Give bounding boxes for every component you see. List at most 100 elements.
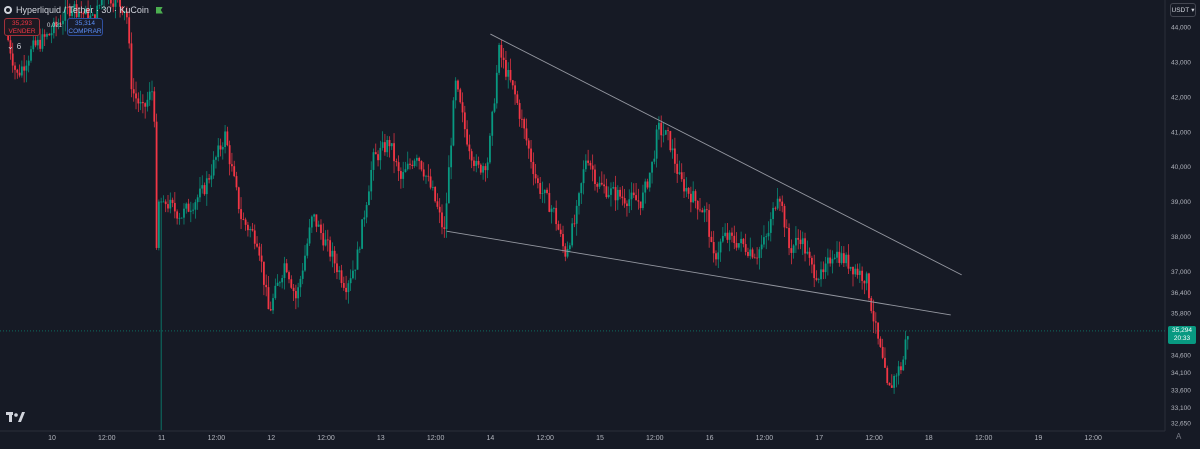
candle-up xyxy=(57,18,60,30)
candle-down xyxy=(564,243,567,262)
candle-up xyxy=(817,277,820,284)
candle-up xyxy=(566,241,569,259)
indicators-collapse-button[interactable]: ⌄ 6 xyxy=(7,42,21,51)
candle-up xyxy=(205,171,208,206)
candle-down xyxy=(397,155,400,181)
candle-down xyxy=(285,258,288,274)
candle-up xyxy=(160,197,163,431)
candle-up xyxy=(123,10,126,21)
candle-down xyxy=(559,223,562,237)
candle-up xyxy=(737,243,740,250)
candle-up xyxy=(642,184,644,211)
candle-up xyxy=(98,4,101,10)
candle-down xyxy=(468,134,471,160)
candle-up xyxy=(671,139,674,159)
candle-up xyxy=(765,233,768,250)
candle-up xyxy=(858,263,861,284)
candle-up xyxy=(27,55,30,73)
candle-up xyxy=(893,374,895,394)
trendline-lower[interactable] xyxy=(446,230,951,316)
candle-up xyxy=(46,32,48,40)
trade-buttons: 35,293 VENDER 0.021 35,314 COMPRAR xyxy=(4,18,103,36)
candle-up xyxy=(139,90,142,111)
trendline-upper[interactable] xyxy=(490,33,962,276)
x-tick-label: 10 xyxy=(48,435,56,442)
candle-down xyxy=(635,183,637,201)
candle-down xyxy=(781,195,784,213)
x-tick-label: 12:00 xyxy=(317,435,335,442)
candle-down xyxy=(842,246,845,268)
candle-down xyxy=(683,172,685,198)
candle-up xyxy=(801,231,804,255)
candle-up xyxy=(655,125,658,168)
candle-up xyxy=(607,186,610,199)
candle-up xyxy=(299,275,302,297)
candle-down xyxy=(137,92,140,113)
candle-down xyxy=(80,1,83,21)
y-tick-label: 40,000 xyxy=(1171,164,1191,171)
candle-down xyxy=(256,236,258,248)
candle-down xyxy=(429,168,432,190)
candle-up xyxy=(413,158,416,168)
tradingview-logo-icon[interactable] xyxy=(6,410,26,426)
candle-up xyxy=(358,246,361,254)
candle-down xyxy=(395,158,398,167)
currency-selector[interactable]: USDT ▾ xyxy=(1170,3,1196,17)
candle-down xyxy=(861,266,864,290)
candle-up xyxy=(390,143,393,151)
indicators-count: 6 xyxy=(16,42,22,51)
candle-down xyxy=(235,171,238,191)
candle-up xyxy=(445,192,448,238)
candle-up xyxy=(584,154,587,172)
trendlines[interactable] xyxy=(446,33,962,316)
candle-up xyxy=(41,28,44,52)
candle-down xyxy=(39,28,42,52)
candle-up xyxy=(792,244,795,259)
candle-down xyxy=(511,79,514,90)
y-tick-label: 38,000 xyxy=(1171,234,1191,241)
buy-button[interactable]: 35,314 COMPRAR xyxy=(67,18,103,36)
candle-up xyxy=(493,98,496,114)
candle-up xyxy=(648,172,651,192)
candle-up xyxy=(297,282,300,308)
candle-down xyxy=(669,130,672,153)
candle-down xyxy=(237,186,240,214)
price-axis[interactable]: 44,000 43,000 42,000 41,000 40,000 39,000 38,0… xyxy=(1171,25,1191,428)
candle-down xyxy=(694,189,697,209)
candle-down xyxy=(388,136,391,158)
candle-down xyxy=(228,140,231,176)
candle-up xyxy=(598,176,601,190)
candle-up xyxy=(692,181,695,204)
candle-down xyxy=(226,126,229,147)
candle-up xyxy=(365,201,368,224)
candle-down xyxy=(262,261,265,296)
symbol-title[interactable]: Hyperliquid / Tether · 30 · KuCoin xyxy=(16,5,149,15)
candle-down xyxy=(600,171,603,186)
candle-down xyxy=(856,263,859,279)
x-tick-label: 18 xyxy=(925,435,933,442)
sell-button[interactable]: 35,293 VENDER xyxy=(4,18,40,36)
time-axis[interactable]: 10 12:00 11 12:00 12 12:00 13 12:00 14 12:00 15 12:… xyxy=(48,435,1102,442)
x-tick-label: 12:00 xyxy=(646,435,664,442)
candle-up xyxy=(630,182,633,211)
candle-down xyxy=(125,6,128,24)
y-tick-label: 44,000 xyxy=(1171,25,1191,32)
candle-up xyxy=(386,135,389,157)
candle-up xyxy=(201,175,204,194)
candle-down xyxy=(427,164,430,182)
auto-scale-icon[interactable]: A xyxy=(1176,432,1182,441)
candle-down xyxy=(518,99,521,127)
candle-up xyxy=(776,187,779,211)
candle-down xyxy=(470,148,473,169)
candle-down xyxy=(744,233,747,256)
candle-up xyxy=(482,162,484,180)
candle-up xyxy=(740,231,743,252)
candle-down xyxy=(251,222,254,232)
candle-up xyxy=(301,263,304,285)
candle-down xyxy=(11,42,14,73)
candles xyxy=(7,0,909,431)
candle-down xyxy=(623,188,626,208)
candle-up xyxy=(151,80,153,101)
